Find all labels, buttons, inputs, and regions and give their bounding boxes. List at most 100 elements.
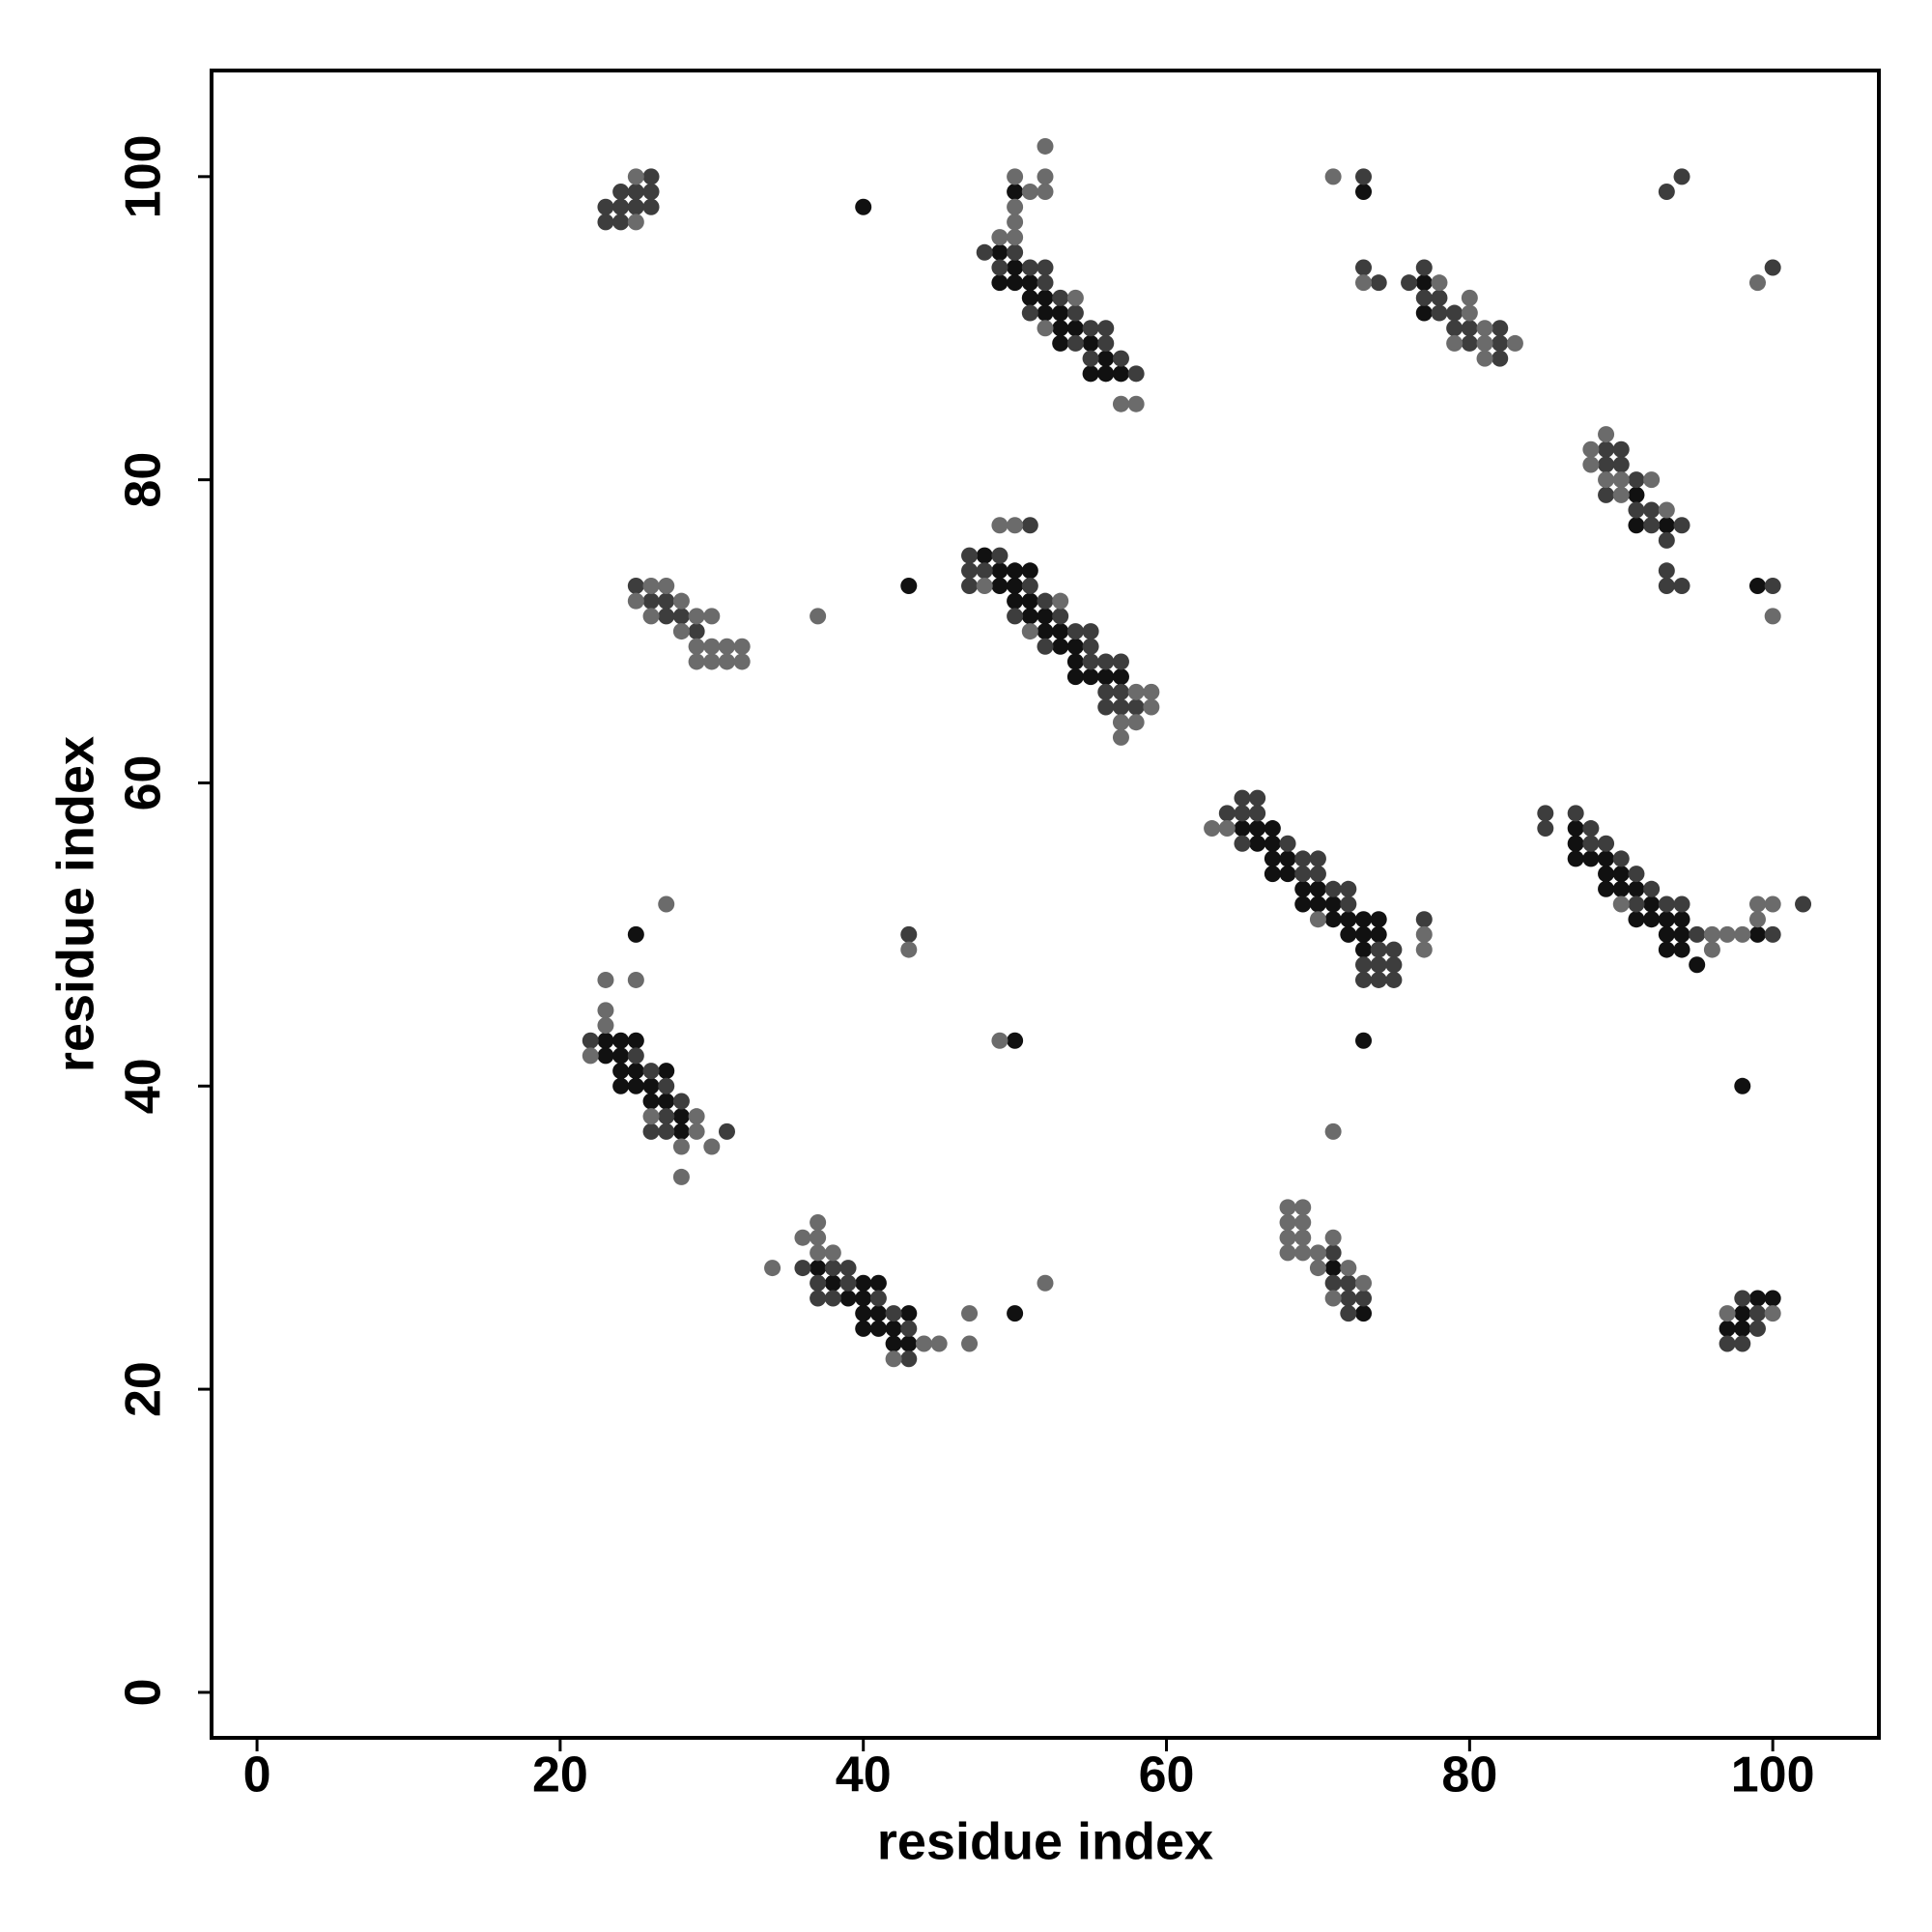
point bbox=[1748, 925, 1766, 943]
point bbox=[1612, 850, 1630, 867]
point bbox=[612, 1047, 630, 1065]
point bbox=[1748, 1290, 1766, 1307]
point bbox=[869, 1320, 887, 1337]
point bbox=[1037, 638, 1054, 655]
point bbox=[1097, 350, 1115, 367]
point bbox=[1112, 365, 1129, 383]
point bbox=[1007, 259, 1024, 276]
point bbox=[1007, 168, 1024, 185]
point bbox=[855, 198, 872, 215]
point bbox=[733, 638, 751, 655]
point bbox=[1492, 320, 1509, 337]
point bbox=[961, 577, 979, 594]
point bbox=[1112, 668, 1129, 686]
point bbox=[991, 274, 1009, 292]
point bbox=[597, 213, 614, 231]
point bbox=[1764, 608, 1781, 625]
point bbox=[1218, 805, 1236, 822]
point bbox=[1066, 668, 1084, 686]
point bbox=[1066, 304, 1084, 322]
point bbox=[810, 608, 827, 625]
plot-frame bbox=[210, 69, 1881, 1740]
point bbox=[1461, 334, 1478, 352]
point bbox=[1764, 259, 1781, 276]
point bbox=[1309, 1260, 1326, 1277]
point bbox=[1370, 971, 1387, 988]
point bbox=[672, 1108, 690, 1125]
point bbox=[1127, 395, 1145, 412]
point bbox=[1007, 517, 1024, 534]
point bbox=[582, 1047, 599, 1065]
point bbox=[1415, 274, 1433, 292]
point bbox=[1279, 1229, 1296, 1246]
point bbox=[627, 213, 644, 231]
point bbox=[1734, 1077, 1751, 1094]
point bbox=[1370, 911, 1387, 928]
point bbox=[1658, 895, 1675, 913]
point bbox=[1719, 1335, 1736, 1352]
point bbox=[688, 653, 705, 670]
point bbox=[672, 1093, 690, 1110]
point bbox=[915, 1335, 932, 1352]
point bbox=[672, 1168, 690, 1185]
point bbox=[1324, 1290, 1342, 1307]
point bbox=[1066, 334, 1084, 352]
point bbox=[1037, 168, 1054, 185]
point bbox=[1643, 517, 1661, 534]
point bbox=[810, 1229, 827, 1246]
point bbox=[1658, 517, 1675, 534]
point bbox=[672, 608, 690, 625]
point bbox=[1673, 517, 1690, 534]
point bbox=[991, 1032, 1009, 1049]
point bbox=[900, 1305, 918, 1322]
point bbox=[1582, 850, 1600, 867]
point bbox=[642, 1122, 660, 1140]
point bbox=[991, 243, 1009, 261]
point bbox=[1112, 728, 1129, 746]
point bbox=[1052, 623, 1069, 640]
point bbox=[1264, 820, 1281, 838]
point bbox=[1324, 1260, 1342, 1277]
point bbox=[1112, 350, 1129, 367]
point bbox=[1355, 1032, 1373, 1049]
point bbox=[627, 1047, 644, 1065]
point bbox=[612, 1032, 630, 1049]
point bbox=[1719, 1320, 1736, 1337]
point bbox=[1567, 835, 1584, 852]
point bbox=[1021, 289, 1038, 306]
point bbox=[1598, 850, 1615, 867]
point bbox=[703, 608, 721, 625]
point bbox=[1628, 880, 1645, 897]
point bbox=[900, 941, 918, 958]
point bbox=[1703, 925, 1720, 943]
point bbox=[627, 592, 644, 610]
point bbox=[1598, 880, 1615, 897]
point bbox=[810, 1260, 827, 1277]
point bbox=[1612, 486, 1630, 503]
point bbox=[1612, 895, 1630, 913]
point bbox=[1294, 850, 1312, 867]
point bbox=[1007, 577, 1024, 594]
point bbox=[672, 1122, 690, 1140]
point bbox=[1748, 577, 1766, 594]
point bbox=[1309, 880, 1326, 897]
point bbox=[1734, 1335, 1751, 1352]
point bbox=[1294, 1229, 1312, 1246]
point bbox=[1218, 820, 1236, 838]
point bbox=[1294, 1214, 1312, 1232]
y-tick-label: 0 bbox=[116, 1678, 172, 1706]
point bbox=[1355, 168, 1373, 185]
point bbox=[612, 184, 630, 201]
point bbox=[1567, 805, 1584, 822]
point bbox=[1097, 334, 1115, 352]
point bbox=[612, 213, 630, 231]
point bbox=[1037, 259, 1054, 276]
point bbox=[824, 1290, 841, 1307]
point bbox=[1007, 1032, 1024, 1049]
point bbox=[703, 653, 721, 670]
point bbox=[1673, 895, 1690, 913]
point bbox=[1748, 911, 1766, 928]
point bbox=[1309, 850, 1326, 867]
point bbox=[991, 259, 1009, 276]
point bbox=[733, 653, 751, 670]
